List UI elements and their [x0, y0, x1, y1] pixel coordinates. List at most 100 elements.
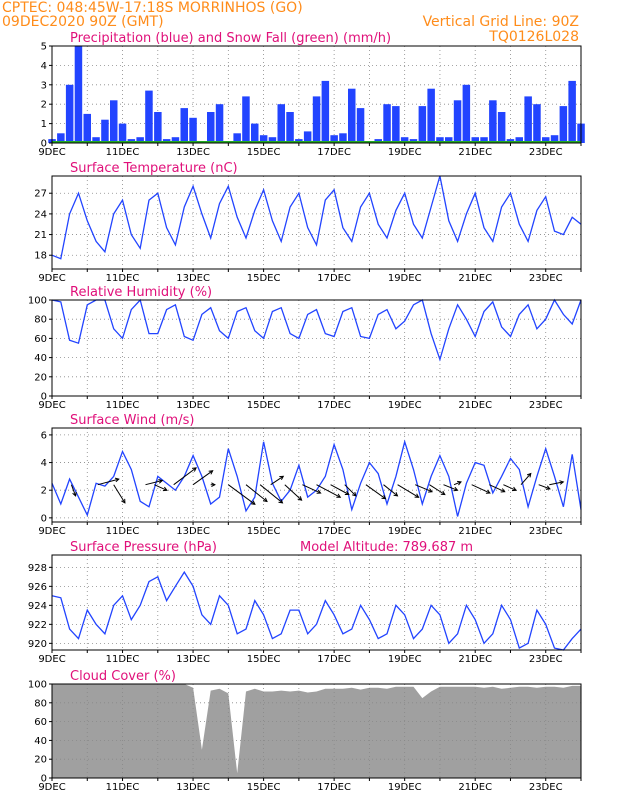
y-tick-label: 6 — [41, 430, 47, 441]
wind-arrow-head — [381, 494, 387, 500]
rh-frame — [51, 299, 582, 397]
y-tick-label: 20 — [34, 372, 47, 383]
precip-bar — [110, 100, 118, 143]
y-tick-label: 80 — [34, 698, 47, 709]
precip-bar — [550, 135, 559, 143]
cloud-cover-area — [52, 684, 581, 778]
x-tick-label: 13DEC — [176, 273, 210, 284]
precip-bar — [462, 84, 471, 143]
x-tick-label: 21DEC — [458, 400, 492, 411]
x-tick-label: 23DEC — [529, 147, 563, 158]
wind-arrow — [538, 484, 551, 490]
y-tick-label: 4 — [41, 61, 47, 72]
wind-series-line — [51, 439, 582, 517]
x-tick-label: 23DEC — [529, 782, 563, 793]
precip-bar — [259, 135, 268, 143]
x-tick-label: 21DEC — [458, 654, 492, 665]
x-tick-label: 17DEC — [317, 147, 351, 158]
wind-arrow — [397, 484, 420, 498]
pressure-panel: 920 922 924 926 928 9DEC 11DEC 13DEC 15DEC 17DEC 1… — [28, 540, 582, 665]
y-tick-label: 2 — [41, 100, 47, 111]
temp-panel: 18 21 24 27 9DEC 11DEC 13DEC 15DEC 17DEC 19DEC 21D… — [34, 161, 582, 284]
y-tick-label: 0 — [41, 392, 47, 403]
header-grid-note: Vertical Grid Line: 90Z — [423, 14, 579, 30]
wind-arrow — [443, 484, 459, 492]
wind-panel: 0 2 4 6 9DEC 11DEC 13DEC 15DEC 17DEC 19DEC 21DEC 23… — [38, 413, 582, 537]
temp-frame — [51, 175, 582, 270]
y-tick-label: 100 — [28, 680, 47, 691]
wind-arrow-shaft — [489, 484, 505, 493]
wind-arrow-head — [250, 500, 256, 505]
precip-bar — [101, 119, 109, 143]
precip-bar — [559, 106, 568, 143]
y-tick-label: 1 — [41, 119, 47, 130]
x-tick-label: 9DEC — [38, 654, 65, 665]
precip-bar — [189, 117, 197, 143]
precip-bar — [118, 123, 127, 143]
wind-arrow-head — [262, 497, 268, 503]
precip-bar — [268, 137, 277, 143]
precip-bar — [65, 84, 74, 143]
precip-bar — [480, 137, 488, 143]
wind-frame — [51, 427, 582, 523]
cloud-panel: 0 20 40 60 80 100 9DEC 11DEC 13DEC 15DEC 17DEC 19DE… — [28, 669, 582, 793]
y-tick-label: 18 — [34, 251, 47, 262]
pressure-series-line — [51, 570, 582, 651]
wind-title: Surface Wind (m/s) — [70, 413, 194, 428]
precip-bar — [515, 137, 523, 143]
wind-arrow-shaft — [245, 484, 268, 502]
x-tick-label: 13DEC — [176, 400, 210, 411]
x-tick-label: 11DEC — [106, 147, 140, 158]
wind-arrow-head — [208, 470, 214, 475]
y-tick-label: 0 — [41, 139, 47, 150]
header-run-time: 09DEC2020 90Z (GMT) — [2, 14, 164, 30]
wind-arrow-shaft — [154, 484, 168, 491]
wind-arrow — [210, 482, 216, 488]
wind-arrow — [489, 484, 506, 493]
cloud-title: Cloud Cover (%) — [70, 669, 176, 684]
wind-arrow-shaft — [397, 484, 419, 498]
wind-arrow-head — [545, 485, 551, 490]
x-tick-label: 21DEC — [458, 147, 492, 158]
x-tick-label: 15DEC — [247, 400, 281, 411]
x-tick-label: 23DEC — [529, 526, 563, 537]
precip-bar — [436, 137, 444, 143]
x-tick-label: 15DEC — [247, 654, 281, 665]
y-tick-label: 60 — [34, 717, 47, 728]
wind-arrow — [70, 484, 77, 497]
precip-bar — [453, 100, 462, 143]
precip-bar — [171, 137, 180, 143]
y-tick-label: 100 — [28, 296, 47, 307]
y-tick-label: 926 — [28, 582, 47, 593]
wind-arrow — [259, 484, 284, 504]
precip-bar — [277, 104, 285, 143]
wind-arrow-head — [414, 493, 420, 498]
wind-arrow — [302, 484, 322, 494]
precip-bar — [542, 137, 550, 143]
wind-arrow — [471, 484, 491, 494]
precip-bar — [489, 100, 497, 143]
precip-bar — [330, 135, 338, 143]
wind-arrow — [113, 484, 126, 504]
wind-arrow-head — [428, 488, 433, 493]
wind-arrow-head — [500, 488, 506, 493]
y-tick-label: 0 — [41, 513, 47, 524]
pressure-title: Surface Pressure (hPa) — [70, 540, 217, 555]
wind-arrow-shaft — [113, 484, 126, 504]
wind-arrow-shaft — [270, 475, 284, 486]
precip-bar — [400, 137, 409, 143]
y-tick-label: 920 — [28, 639, 47, 650]
wind-arrow-head — [158, 479, 164, 484]
x-tick-label: 17DEC — [317, 526, 351, 537]
cloud-frame — [51, 683, 582, 779]
x-tick-label: 17DEC — [317, 400, 351, 411]
precip-bar — [242, 96, 250, 143]
precip-bar — [92, 137, 100, 143]
wind-arrow — [520, 472, 532, 486]
precip-bar — [524, 96, 532, 143]
rh-panel: 0 20 40 60 80 100 9DEC 11DEC 13DEC 15DEC 17DEC 19DE… — [28, 285, 582, 411]
wind-arrow — [97, 477, 120, 486]
wind-arrow-head — [211, 482, 216, 488]
y-tick-label: 0 — [41, 774, 47, 785]
precip-bar — [418, 106, 427, 143]
